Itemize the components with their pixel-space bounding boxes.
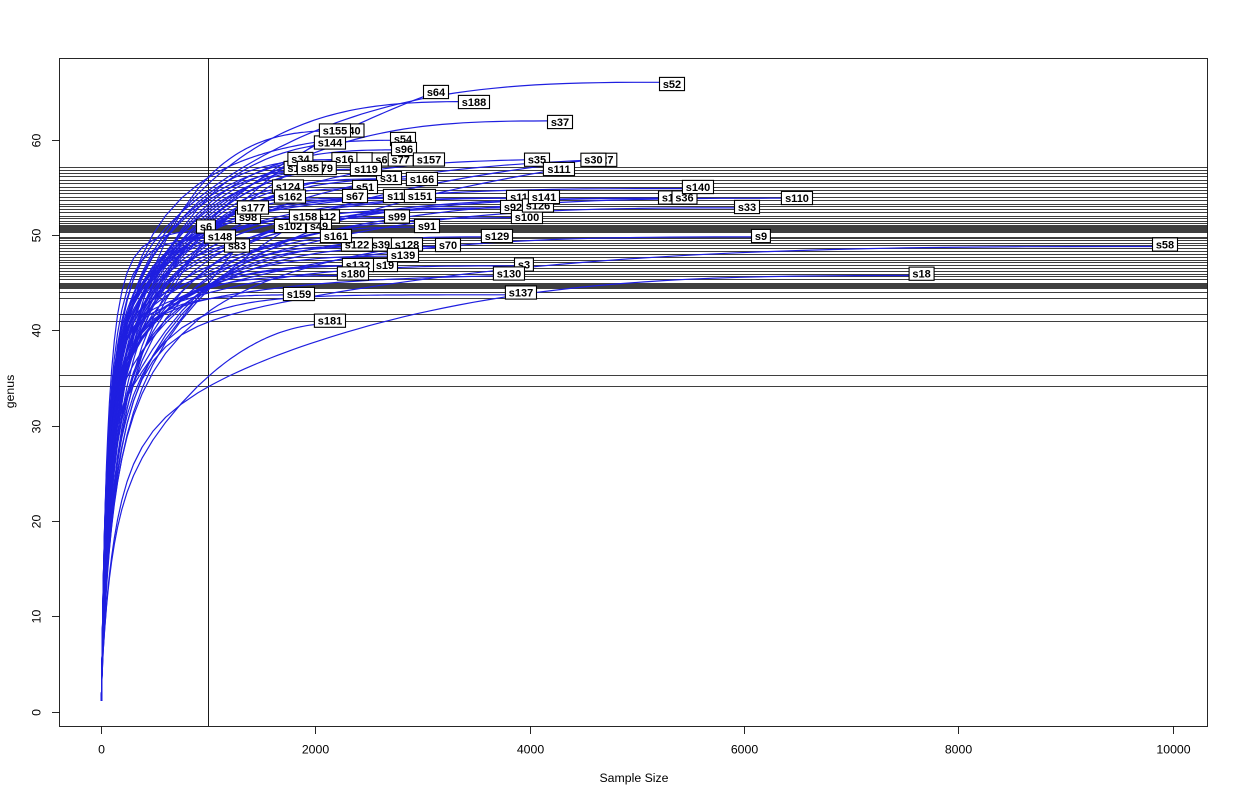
svg-text:s129: s129 [485,231,509,243]
svg-text:s16: s16 [335,154,353,166]
svg-text:s155: s155 [323,125,347,137]
svg-text:s52: s52 [663,79,681,91]
svg-text:s180: s180 [341,268,365,280]
svg-text:0: 0 [98,743,105,757]
svg-text:Sample Size: Sample Size [599,771,668,785]
svg-text:s85: s85 [301,163,319,175]
svg-text:s9: s9 [755,231,767,243]
svg-text:60: 60 [30,134,44,148]
svg-text:30: 30 [30,420,44,434]
svg-text:s141: s141 [532,192,556,204]
svg-text:s18: s18 [912,269,930,281]
svg-text:10: 10 [30,610,44,624]
svg-text:40: 40 [30,324,44,338]
svg-text:s77: s77 [392,154,410,166]
svg-text:s177: s177 [241,202,265,214]
svg-text:s39: s39 [372,239,390,251]
svg-text:20: 20 [30,515,44,529]
svg-text:s166: s166 [410,174,434,186]
svg-text:s137: s137 [509,287,533,299]
svg-text:s35: s35 [528,155,546,167]
svg-text:s58: s58 [1156,239,1174,251]
svg-text:s158: s158 [293,211,317,223]
svg-text:s157: s157 [417,154,441,166]
svg-text:s91: s91 [418,221,436,233]
svg-text:s140: s140 [686,182,710,194]
svg-text:s102: s102 [278,221,302,233]
svg-text:s110: s110 [785,193,809,205]
svg-text:s100: s100 [515,212,539,224]
svg-text:s144: s144 [318,137,343,149]
svg-text:6000: 6000 [731,743,759,757]
svg-text:2000: 2000 [302,743,330,757]
svg-text:50: 50 [30,229,44,243]
svg-text:s139: s139 [391,250,415,262]
svg-text:s31: s31 [380,173,398,185]
svg-text:s30: s30 [584,155,602,167]
svg-text:8000: 8000 [945,743,973,757]
svg-text:s119: s119 [354,164,378,176]
svg-text:s161: s161 [324,231,348,243]
svg-text:s70: s70 [439,240,457,252]
svg-text:s96: s96 [395,144,413,156]
svg-text:s148: s148 [208,231,232,243]
svg-text:s111: s111 [547,164,570,176]
svg-text:10000: 10000 [1156,743,1190,757]
svg-text:s99: s99 [388,211,406,223]
svg-text:4000: 4000 [517,743,545,757]
svg-text:s98: s98 [239,212,257,224]
svg-text:s130: s130 [497,268,521,280]
svg-text:genus: genus [3,375,17,409]
svg-text:s64: s64 [427,87,446,99]
svg-text:s188: s188 [462,97,486,109]
svg-text:0: 0 [30,709,44,716]
svg-text:s162: s162 [278,191,302,203]
svg-text:s37: s37 [551,117,569,129]
svg-text:s19: s19 [376,260,394,272]
svg-text:s181: s181 [318,316,342,328]
svg-text:s67: s67 [346,191,364,203]
svg-text:s36: s36 [675,192,693,204]
svg-text:s159: s159 [287,289,311,301]
svg-text:s33: s33 [738,202,756,214]
svg-text:s151: s151 [408,191,432,203]
